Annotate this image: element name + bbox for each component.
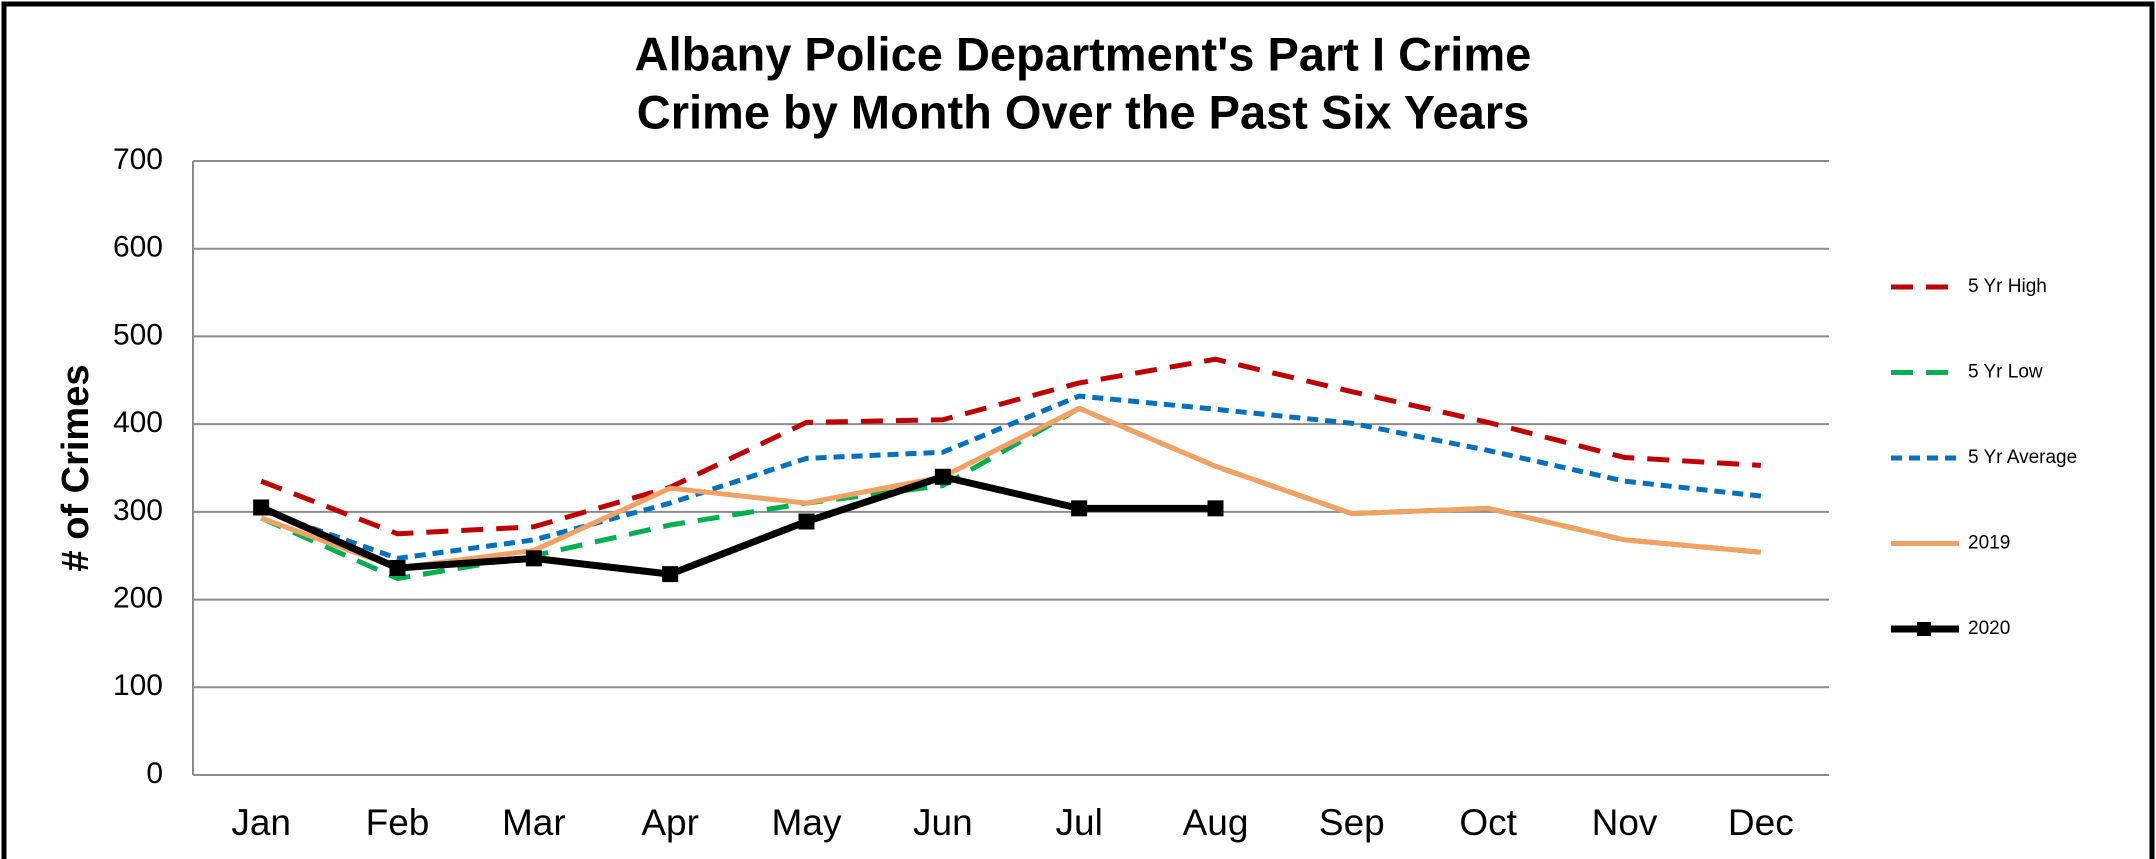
y-tick-label: 200	[113, 581, 163, 614]
chart-subtitle: Crime by Month Over the Past Six Years	[637, 85, 1529, 138]
series-line	[260, 393, 1762, 561]
y-tick-label: 100	[113, 669, 163, 702]
series-marker	[1207, 500, 1224, 517]
x-tick-label: May	[772, 802, 842, 843]
series-marker	[934, 468, 951, 485]
series-marker	[389, 559, 406, 576]
legend-marker	[1917, 622, 1931, 636]
y-tick-label: 600	[113, 231, 163, 264]
legend-label: 2019	[1968, 533, 2010, 554]
x-tick-label: Apr	[641, 802, 699, 843]
x-tick-label: Feb	[366, 802, 430, 843]
x-tick-label: Sep	[1319, 802, 1385, 843]
series-marker	[525, 550, 542, 567]
y-tick-label: 700	[113, 143, 163, 176]
legend-label: 5 Yr High	[1968, 276, 2047, 297]
x-tick-label: Nov	[1592, 802, 1658, 843]
series-marker	[662, 566, 679, 583]
x-tick-label: Jun	[913, 802, 973, 843]
legend-label: 5 Yr Average	[1968, 447, 2077, 468]
legend-label: 2020	[1968, 618, 2010, 639]
series-line	[259, 473, 1216, 578]
y-tick-label: 400	[113, 406, 163, 439]
y-tick-label: 0	[146, 757, 163, 790]
y-tick-label: 300	[113, 494, 163, 527]
series-marker	[253, 499, 270, 516]
series-line	[260, 356, 1761, 537]
y-tick-label: 500	[113, 318, 163, 351]
x-tick-label: Jul	[1056, 802, 1103, 843]
series-marker	[1071, 500, 1088, 517]
x-tick-label: Mar	[502, 802, 566, 843]
series-line	[260, 405, 1762, 571]
x-tick-label: Aug	[1183, 802, 1249, 843]
series-marker	[798, 513, 815, 530]
y-axis-label: # of Crimes	[55, 365, 97, 572]
x-tick-label: Jan	[231, 802, 291, 843]
x-tick-label: Oct	[1459, 802, 1517, 843]
x-tick-label: Dec	[1728, 802, 1794, 843]
chart-title: Albany Police Department's Part I Crime	[635, 27, 1532, 80]
legend-label: 5 Yr Low	[1968, 362, 2043, 383]
